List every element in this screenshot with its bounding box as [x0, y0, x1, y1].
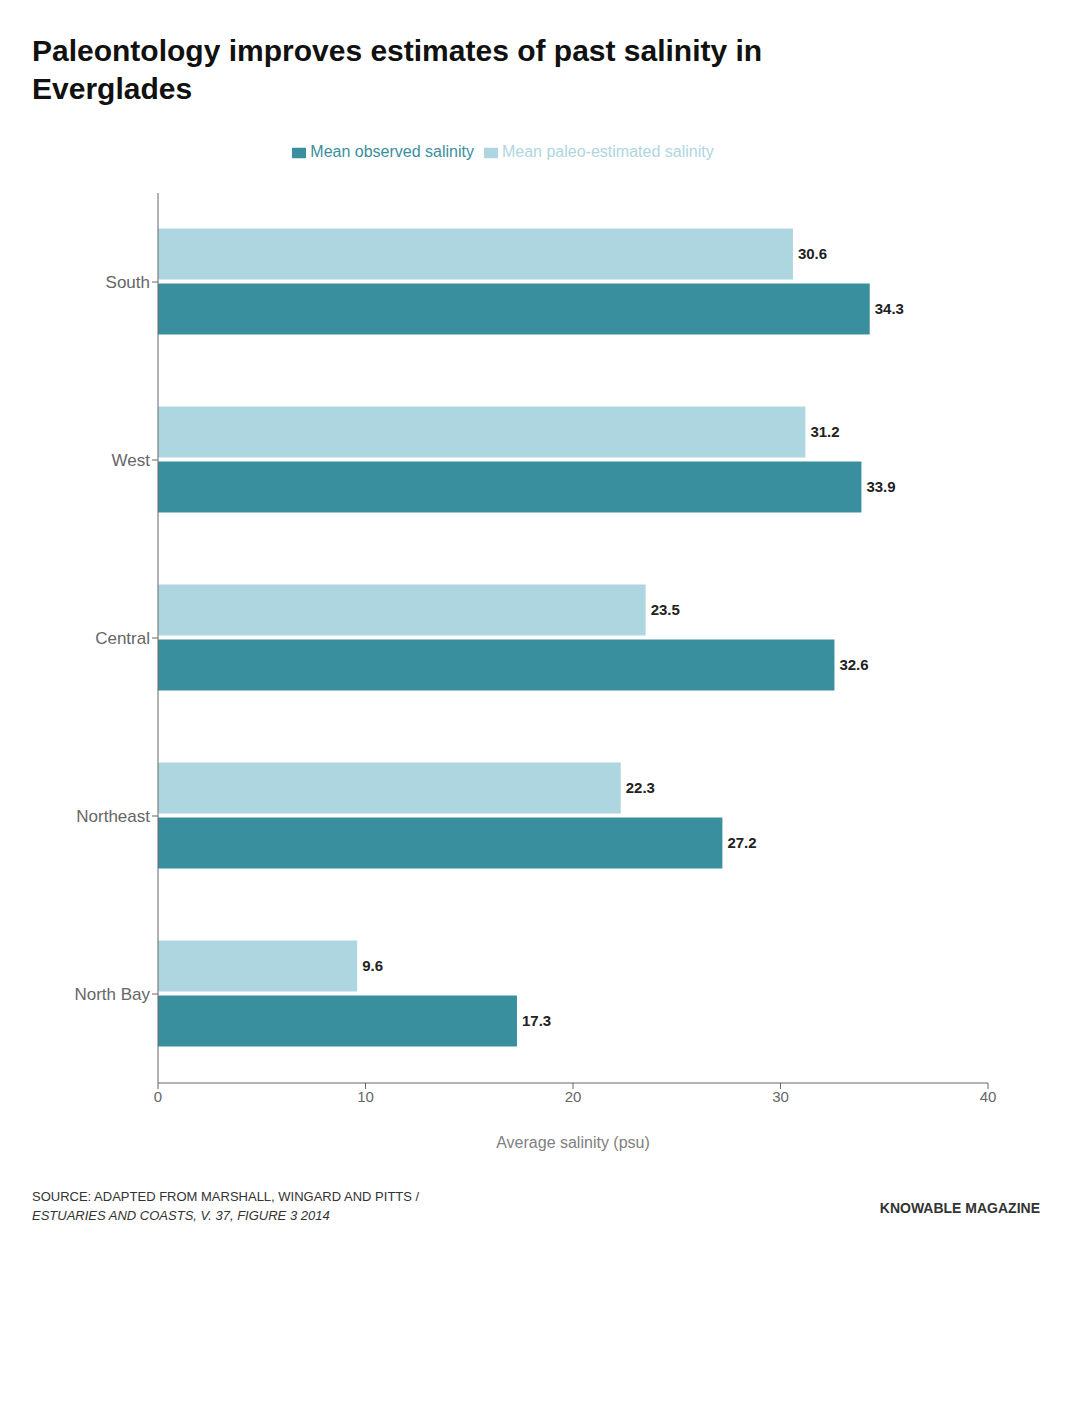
svg-text:17.3: 17.3 [522, 1012, 551, 1029]
svg-text:33.9: 33.9 [866, 478, 895, 495]
svg-text:31.2: 31.2 [810, 423, 839, 440]
svg-text:34.3: 34.3 [875, 300, 904, 317]
svg-text:30.6: 30.6 [798, 245, 827, 262]
svg-text:23.5: 23.5 [651, 601, 680, 618]
svg-text:South: South [106, 273, 150, 292]
svg-text:West: West [112, 451, 151, 470]
svg-text:Average salinity (psu): Average salinity (psu) [496, 1134, 650, 1151]
svg-text:Northeast: Northeast [76, 807, 150, 826]
html-text:Mean observed salinity: Mean observed salinity [310, 143, 474, 160]
html-text:ESTUARIES AND COASTS, V. 37, F: ESTUARIES AND COASTS, V. 37, FIGURE 3 20… [32, 1208, 330, 1223]
svg-text:9.6: 9.6 [362, 957, 383, 974]
svg-text:20: 20 [565, 1088, 582, 1105]
svg-text:Central: Central [95, 629, 150, 648]
svg-text:10: 10 [357, 1088, 374, 1105]
svg-text:0: 0 [154, 1088, 162, 1105]
svg-text:30: 30 [772, 1088, 789, 1105]
html-text:SOURCE: ADAPTED FROM MARSHALL,: SOURCE: ADAPTED FROM MARSHALL, WINGARD A… [32, 1189, 420, 1204]
html-text:Mean paleo-estimated salinity: Mean paleo-estimated salinity [502, 143, 714, 160]
svg-text:North Bay: North Bay [74, 985, 150, 1004]
svg-text:22.3: 22.3 [626, 779, 655, 796]
svg-text:32.6: 32.6 [839, 656, 868, 673]
html-text:KNOWABLE MAGAZINE: KNOWABLE MAGAZINE [879, 1200, 1040, 1216]
svg-text:27.2: 27.2 [727, 834, 756, 851]
svg-text:40: 40 [980, 1088, 997, 1105]
html-text:Paleontology improves estimate: Paleontology improves estimates of past … [32, 34, 763, 105]
